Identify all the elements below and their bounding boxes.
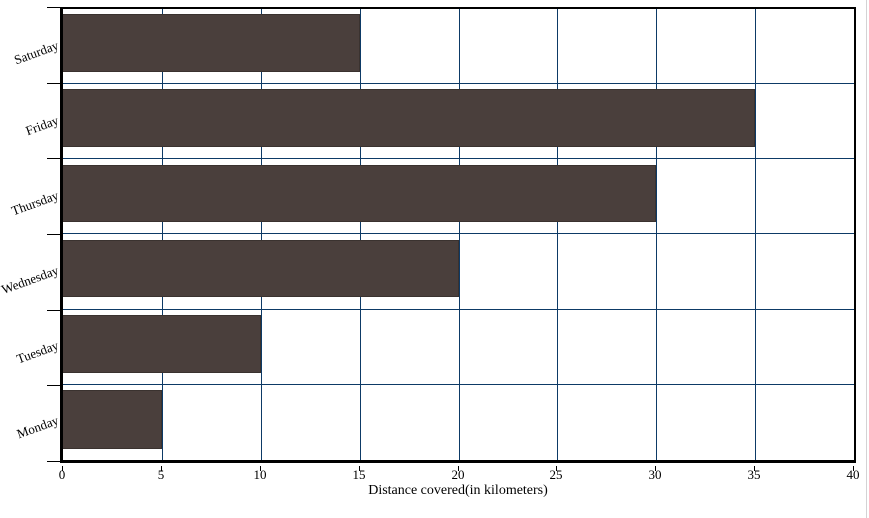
x-tick-mark-25 (556, 466, 557, 471)
x-tick-label-0: 0 (58, 467, 66, 482)
y-tick-mark (47, 234, 60, 235)
x-tick-mark-30 (655, 466, 656, 471)
band-row-friday (63, 84, 854, 160)
band-row-thursday (63, 159, 854, 235)
v-gridline-15 (359, 9, 361, 460)
x-tick-mark-20 (458, 466, 459, 471)
window-edge-right (866, 0, 867, 518)
x-tick-mark-5 (161, 466, 162, 471)
y-tick-mark (47, 461, 60, 462)
band-row-monday (63, 385, 854, 460)
category-label-monday: Monday (14, 412, 61, 442)
x-tick-label-15: 15 (352, 467, 366, 482)
plot-area (60, 7, 856, 463)
bar-thursday (63, 164, 657, 223)
y-tick-mark (47, 385, 60, 386)
y-tick-mark (47, 83, 60, 84)
band-row-saturday (63, 9, 854, 85)
x-tick-mark-35 (754, 466, 755, 471)
x-tick-mark-15 (359, 466, 360, 471)
x-axis-title: Distance covered(in kilometers) (368, 483, 548, 498)
plot-inner (63, 9, 854, 460)
v-gridline-35 (755, 9, 757, 460)
x-tick-label-30: 30 (648, 467, 662, 482)
y-tick-mark (47, 310, 60, 311)
x-tick-label-40: 40 (846, 467, 860, 482)
v-gridline-20 (458, 9, 460, 460)
bar-wednesday (63, 239, 459, 298)
y-tick-mark (47, 7, 60, 8)
x-tick-label-5: 5 (157, 467, 165, 482)
y-tick-mark (47, 158, 60, 159)
x-tick-label-20: 20 (451, 467, 465, 482)
bar-friday (63, 89, 756, 148)
bar-tuesday (63, 314, 261, 373)
v-gridline-10 (260, 9, 262, 460)
category-label-wednesday: Wednesday (0, 262, 61, 297)
x-tick-label-10: 10 (253, 467, 267, 482)
band-row-tuesday (63, 310, 854, 385)
category-label-tuesday: Tuesday (14, 337, 61, 367)
x-tick-label-35: 35 (747, 467, 761, 482)
band-row-wednesday (63, 234, 854, 310)
x-tick-mark-10 (260, 466, 261, 471)
v-gridline-25 (557, 9, 559, 460)
x-tick-mark-40 (853, 466, 854, 471)
bar-saturday (63, 14, 360, 73)
x-tick-mark-0 (62, 466, 63, 471)
x-tick-label-25: 25 (549, 467, 563, 482)
v-gridline-5 (161, 9, 163, 460)
v-gridline-30 (656, 9, 658, 460)
bar-monday (63, 390, 162, 449)
